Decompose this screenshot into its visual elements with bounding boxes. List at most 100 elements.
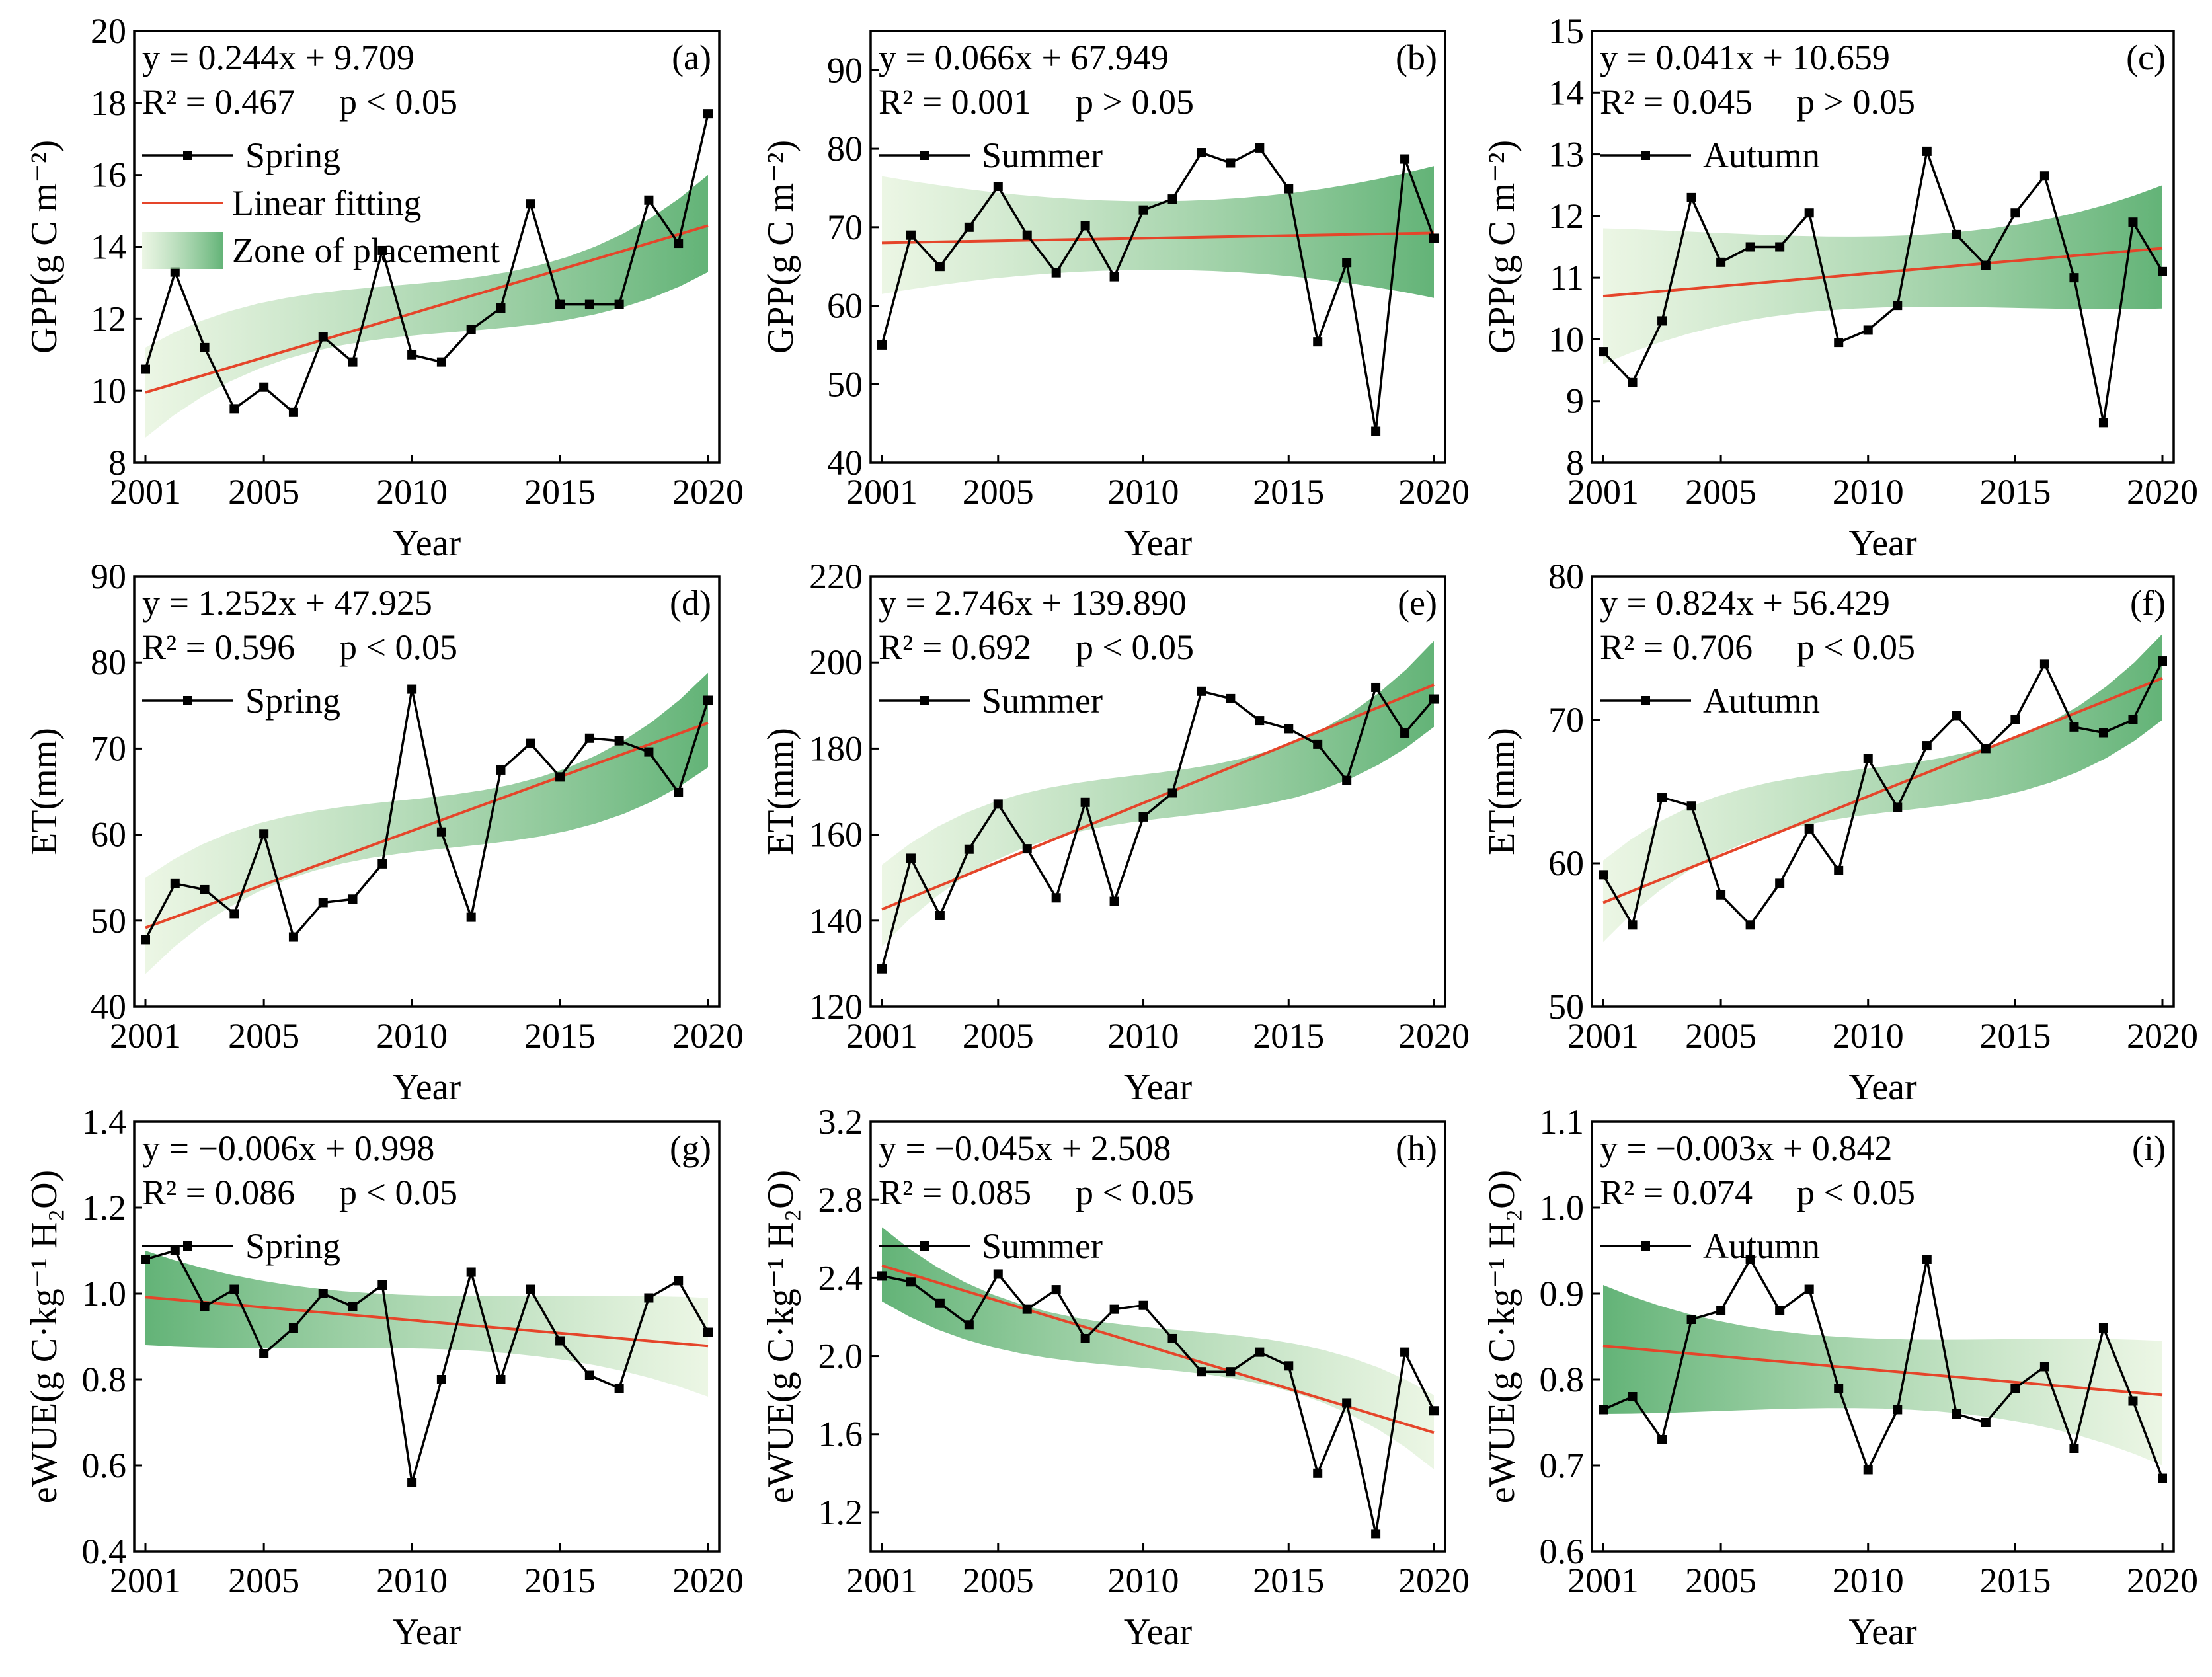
x-axis-label: Year [393,1067,461,1108]
x-tick-label: 2010 [1833,1561,1904,1600]
data-point [1197,1367,1206,1377]
data-point [703,695,713,705]
data-point [259,382,269,392]
y-tick-label: 1.1 [1540,1102,1585,1142]
data-point [1686,1315,1696,1324]
x-tick-label: 2020 [672,1561,744,1600]
data-point [348,357,358,367]
data-point [2069,273,2079,283]
data-point [674,787,684,797]
data-point [993,182,1003,192]
y-axis-label: ET(mm) [24,728,65,855]
data-point [1051,268,1061,278]
data-point [1686,192,1696,202]
y-tick-label: 1.0 [1540,1188,1585,1228]
panel-e: 120 140 160 180 200 220 2001 2005 2010 2015 2020 Ye… [760,557,1470,1108]
regression-equation: y = 0.066x + 67.949 [879,38,1169,77]
data-point [1893,301,1903,311]
data-point [229,909,239,919]
data-point [1080,1333,1090,1343]
y-tick-label: 12 [1548,196,1584,236]
data-point [2128,217,2138,227]
data-point [466,1267,476,1277]
data-point [1599,347,1608,357]
data-series-line [144,689,709,941]
panel-g: 0.4 0.6 0.8 1.0 1.2 1.4 2001 2005 2010 2015 2020 Ye… [24,1102,744,1653]
y-tick-label: 10 [1548,319,1584,359]
y-tick-label: 50 [827,364,863,404]
panel-f: 50 60 70 80 2001 2005 2010 2015 2020 Year ET(mm) y … [1481,557,2198,1108]
y-tick-label: 60 [827,286,863,326]
plot-frame [133,575,721,1008]
data-point [1922,146,1932,156]
p-value: p < 0.05 [339,1173,457,1212]
data-series-line [1602,660,2164,928]
data-point [1429,233,1439,243]
panel-letter: (h) [1396,1128,1437,1168]
y-tick-label: 1.0 [82,1274,127,1313]
y-tick-label: 0.9 [1540,1274,1585,1313]
x-tick-label: 2001 [1567,1561,1639,1600]
x-axis-label: Year [1848,1067,1917,1108]
x-tick-label: 2001 [846,1561,918,1600]
y-tick-label: 14 [91,227,126,267]
data-point [436,1375,446,1384]
y-tick-label: 8 [108,443,126,483]
data-series-line [145,1249,709,1483]
plot-frame [1591,30,2175,464]
y-tick-label: 70 [1548,700,1584,740]
legend-season-label: Summer [982,681,1103,721]
legend: Summer [879,136,1103,175]
regression-equation: y = −0.045x + 2.508 [879,1128,1171,1168]
data-point [1863,1465,1873,1475]
legend-fit-label: Linear fitting [232,183,421,223]
panel-c: 8 9 10 11 12 13 14 15 2001 2005 2010 2015 2020 Year GP… [1481,11,2198,564]
plot-frame [1591,575,2175,1008]
data-point [526,738,535,748]
y-axis-label: eWUE(g C·kg⁻¹ H₂O) [1481,1170,1522,1503]
data-point [1371,1529,1381,1539]
x-tick-label: 2010 [1108,1016,1179,1056]
x-tick-label: 2005 [228,1561,299,1600]
legend: Spring Linear fitting Zone of placement [142,136,500,270]
data-point [644,195,654,205]
y-tick-label: 0.8 [1540,1360,1585,1399]
y-tick-label: 90 [91,557,126,596]
y-tick-label: 1.2 [818,1493,863,1532]
panel-h: 1.2 1.6 2.0 2.4 2.8 3.2 2001 2005 2010 2015 2020 Ye… [760,1102,1470,1653]
data-point [2069,1444,2079,1453]
p-value: p < 0.05 [339,82,457,122]
data-point [2158,1473,2167,1483]
y-tick-label: 80 [91,643,126,682]
data-point [1109,896,1119,906]
x-tick-label: 2010 [1108,472,1179,512]
p-value: p > 0.05 [1076,82,1194,122]
data-point [1167,194,1177,204]
y-tick-label: 0.6 [1540,1532,1585,1571]
legend-season-label: Autumn [1703,1226,1820,1266]
data-point [348,894,358,904]
y-tick-label: 50 [1548,987,1584,1027]
data-point [2158,656,2167,666]
data-point [1804,1284,1814,1294]
linear-fit-line [145,224,709,394]
legend-series-marker [920,151,929,160]
legend-season-label: Autumn [1703,136,1820,175]
data-point [229,1284,239,1294]
p-value: p < 0.05 [1076,627,1194,667]
data-point [1429,1406,1439,1416]
y-tick-label: 8 [1566,443,1584,483]
linear-fit-line [145,1296,709,1348]
y-tick-label: 40 [91,987,126,1027]
data-point [1138,1300,1148,1310]
x-tick-label: 2010 [376,1016,448,1056]
legend-series-marker [1641,1241,1650,1251]
legend-season-label: Spring [245,1226,340,1266]
data-point [1893,1405,1903,1415]
data-point [170,267,180,277]
x-axis-label: Year [1848,1612,1917,1653]
data-point [2098,1323,2108,1333]
plot-frame [869,30,1446,464]
data-series-line [1602,147,2164,423]
